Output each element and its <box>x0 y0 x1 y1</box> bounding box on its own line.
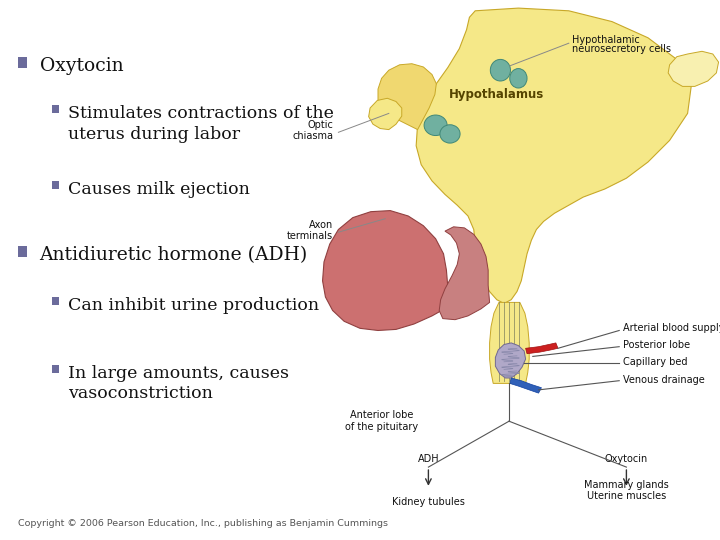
Text: Hypothalamus: Hypothalamus <box>449 88 544 101</box>
Text: neurosecretory cells: neurosecretory cells <box>572 44 671 55</box>
Text: Posterior lobe: Posterior lobe <box>623 340 690 350</box>
Text: Arterial blood supply: Arterial blood supply <box>623 323 720 333</box>
Text: Kidney tubules: Kidney tubules <box>392 496 465 507</box>
Ellipse shape <box>510 69 527 88</box>
Text: Copyright © 2006 Pearson Education, Inc., publishing as Benjamin Cummings: Copyright © 2006 Pearson Education, Inc.… <box>18 519 388 528</box>
Text: ADH: ADH <box>418 454 439 464</box>
Ellipse shape <box>490 59 510 81</box>
Text: Oxytocin: Oxytocin <box>605 454 648 464</box>
Polygon shape <box>510 378 541 393</box>
Text: Optic
chiasma: Optic chiasma <box>292 120 333 141</box>
Text: Can inhibit urine production: Can inhibit urine production <box>68 297 319 314</box>
FancyBboxPatch shape <box>52 105 59 113</box>
Polygon shape <box>378 64 436 130</box>
Ellipse shape <box>424 115 447 136</box>
Polygon shape <box>526 343 558 354</box>
Polygon shape <box>323 211 448 330</box>
FancyBboxPatch shape <box>18 246 27 256</box>
FancyBboxPatch shape <box>18 57 27 68</box>
Polygon shape <box>668 51 719 86</box>
Text: Venous drainage: Venous drainage <box>623 375 705 384</box>
Polygon shape <box>490 302 529 383</box>
Text: Axon
terminals: Axon terminals <box>287 220 333 241</box>
FancyBboxPatch shape <box>52 364 59 373</box>
Text: Mammary glands
Uterine muscles: Mammary glands Uterine muscles <box>584 480 669 501</box>
Text: Stimulates contractions of the
uterus during labor: Stimulates contractions of the uterus du… <box>68 105 333 143</box>
Text: Anterior lobe
of the pituitary: Anterior lobe of the pituitary <box>345 410 418 432</box>
Text: Causes milk ejection: Causes milk ejection <box>68 181 250 198</box>
Text: Capillary bed: Capillary bed <box>623 357 688 367</box>
Text: Oxytocin: Oxytocin <box>40 57 123 75</box>
Polygon shape <box>369 98 402 130</box>
FancyBboxPatch shape <box>52 297 59 305</box>
Text: In large amounts, causes
vasoconstriction: In large amounts, causes vasoconstrictio… <box>68 364 289 402</box>
Polygon shape <box>495 343 526 378</box>
Text: Antidiuretic hormone (ADH): Antidiuretic hormone (ADH) <box>40 246 308 264</box>
Polygon shape <box>416 8 691 303</box>
Ellipse shape <box>440 125 460 143</box>
FancyBboxPatch shape <box>52 181 59 189</box>
Polygon shape <box>439 227 490 320</box>
Text: Hypothalamic: Hypothalamic <box>572 35 640 45</box>
